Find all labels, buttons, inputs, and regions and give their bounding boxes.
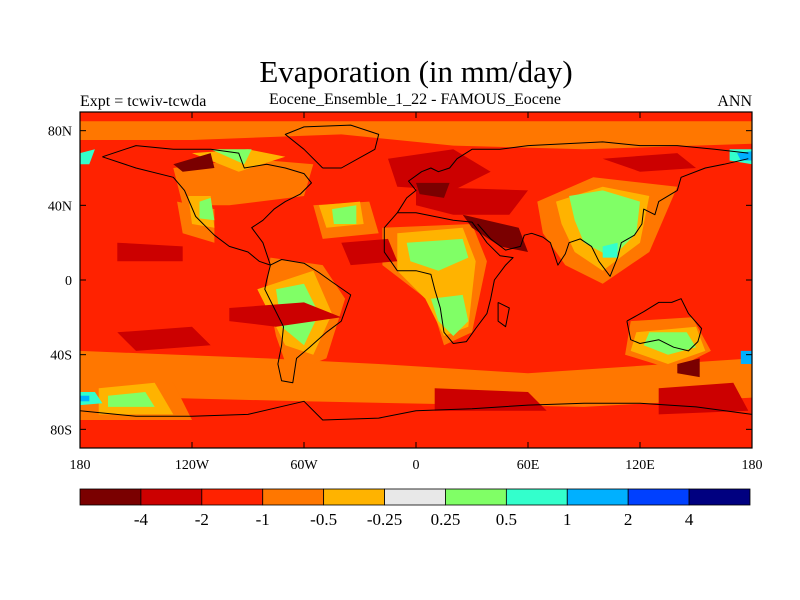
contour-region: [677, 358, 700, 378]
contour-region: [434, 388, 547, 411]
map-panel: [79, 111, 753, 449]
y-axis: 80N 40N 0 40S 80S: [48, 125, 752, 438]
colorbar-swatch: [262, 488, 325, 506]
contour-region: [406, 238, 469, 271]
x-tick-label: 180: [742, 458, 763, 473]
experiment-label: Expt = tcwiv-tcwda: [80, 93, 206, 110]
colorbar-swatch: [566, 488, 629, 506]
subtitle-label: Eocene_Ensemble_1_22 - FAMOUS_Eocene: [269, 91, 561, 108]
coastline-layer: [80, 124, 752, 421]
colorbar-swatch: [688, 488, 751, 506]
coastline: [477, 158, 749, 277]
contour-region: [80, 149, 95, 165]
colorbar-swatch: [79, 488, 142, 506]
contour-region: [737, 151, 752, 161]
colorbar-label: 0.5: [496, 510, 517, 529]
contour-region: [740, 350, 752, 364]
colorbar-swatch: [445, 488, 507, 506]
colorbar-swatch: [201, 488, 264, 506]
coastline: [102, 145, 312, 266]
x-tick-label: 120E: [625, 458, 655, 473]
contour-region: [173, 153, 215, 172]
contour-region: [80, 350, 752, 407]
coastline: [264, 259, 352, 384]
contour-region: [602, 153, 696, 172]
coastline: [396, 141, 749, 214]
contour-region: [341, 238, 398, 266]
contour-region: [658, 382, 749, 415]
season-label: ANN: [717, 93, 752, 110]
contour-region: [602, 242, 618, 258]
contour-region: [173, 158, 314, 206]
y-tick-label: 40N: [48, 199, 72, 214]
contour-region: [569, 190, 640, 258]
colorbar-label: 0.25: [431, 510, 461, 529]
colorbar-label: -0.5: [310, 510, 337, 529]
x-axis: 180 120W 60W 0 60E 120E 180: [70, 112, 763, 473]
coastline: [497, 301, 510, 328]
colorbar-swatch: [140, 488, 203, 506]
colorbar-label: -2: [195, 510, 209, 529]
y-tick-label: 80S: [50, 423, 72, 438]
y-tick-label: 0: [65, 274, 72, 289]
colorbar-swatch: [323, 488, 385, 506]
colorbar: -4 -2 -1 -0.5 -0.25 0.25 0.5 1 2 4: [79, 488, 751, 529]
contour-region: [80, 395, 90, 402]
x-tick-label: 180: [70, 458, 91, 473]
contour-region: [430, 294, 469, 336]
contour-region: [416, 182, 450, 198]
contour-region: [117, 242, 183, 262]
x-tick-label: 120W: [175, 458, 210, 473]
contour-fill-layer: [80, 121, 752, 420]
contour-region: [229, 302, 342, 327]
x-tick-label: 60W: [290, 458, 318, 473]
y-tick-label: 40S: [50, 349, 72, 364]
x-tick-label: 60E: [517, 458, 540, 473]
x-tick-label: 0: [413, 458, 420, 473]
colorbar-label: 2: [624, 510, 633, 529]
contour-region: [108, 392, 155, 407]
coastline: [284, 124, 380, 169]
coastline: [626, 298, 703, 352]
contour-region: [462, 214, 528, 252]
contour-region: [80, 392, 103, 406]
y-tick-label: 80N: [48, 125, 72, 140]
chart-title: Evaporation (in mm/day): [259, 54, 572, 89]
colorbar-label: -1: [256, 510, 270, 529]
colorbar-swatch: [384, 488, 446, 506]
coastline: [383, 212, 514, 344]
colorbar-label: -4: [134, 510, 149, 529]
colorbar-label: -0.25: [367, 510, 402, 529]
colorbar-swatch: [627, 488, 690, 506]
contour-region: [117, 326, 211, 351]
contour-region: [332, 205, 357, 224]
contour-region: [388, 149, 491, 191]
contour-region: [199, 197, 215, 221]
colorbar-label: 4: [685, 510, 694, 529]
colorbar-swatch: [505, 488, 568, 506]
colorbar-label: 1: [563, 510, 572, 529]
coastline: [102, 156, 271, 266]
coastline: [80, 400, 752, 421]
